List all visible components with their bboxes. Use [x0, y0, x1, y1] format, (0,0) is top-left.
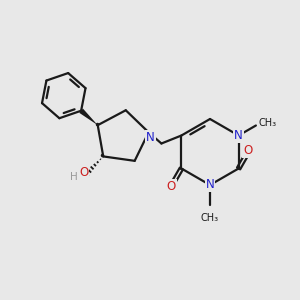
Text: O: O — [243, 144, 252, 158]
Polygon shape — [79, 109, 98, 125]
Text: H: H — [70, 172, 77, 182]
Text: N: N — [206, 178, 214, 191]
Text: CH₃: CH₃ — [259, 118, 277, 128]
Text: N: N — [234, 129, 243, 142]
Text: N: N — [146, 131, 155, 144]
Text: O: O — [79, 166, 88, 179]
Text: CH₃: CH₃ — [201, 213, 219, 223]
Text: O: O — [167, 180, 176, 193]
